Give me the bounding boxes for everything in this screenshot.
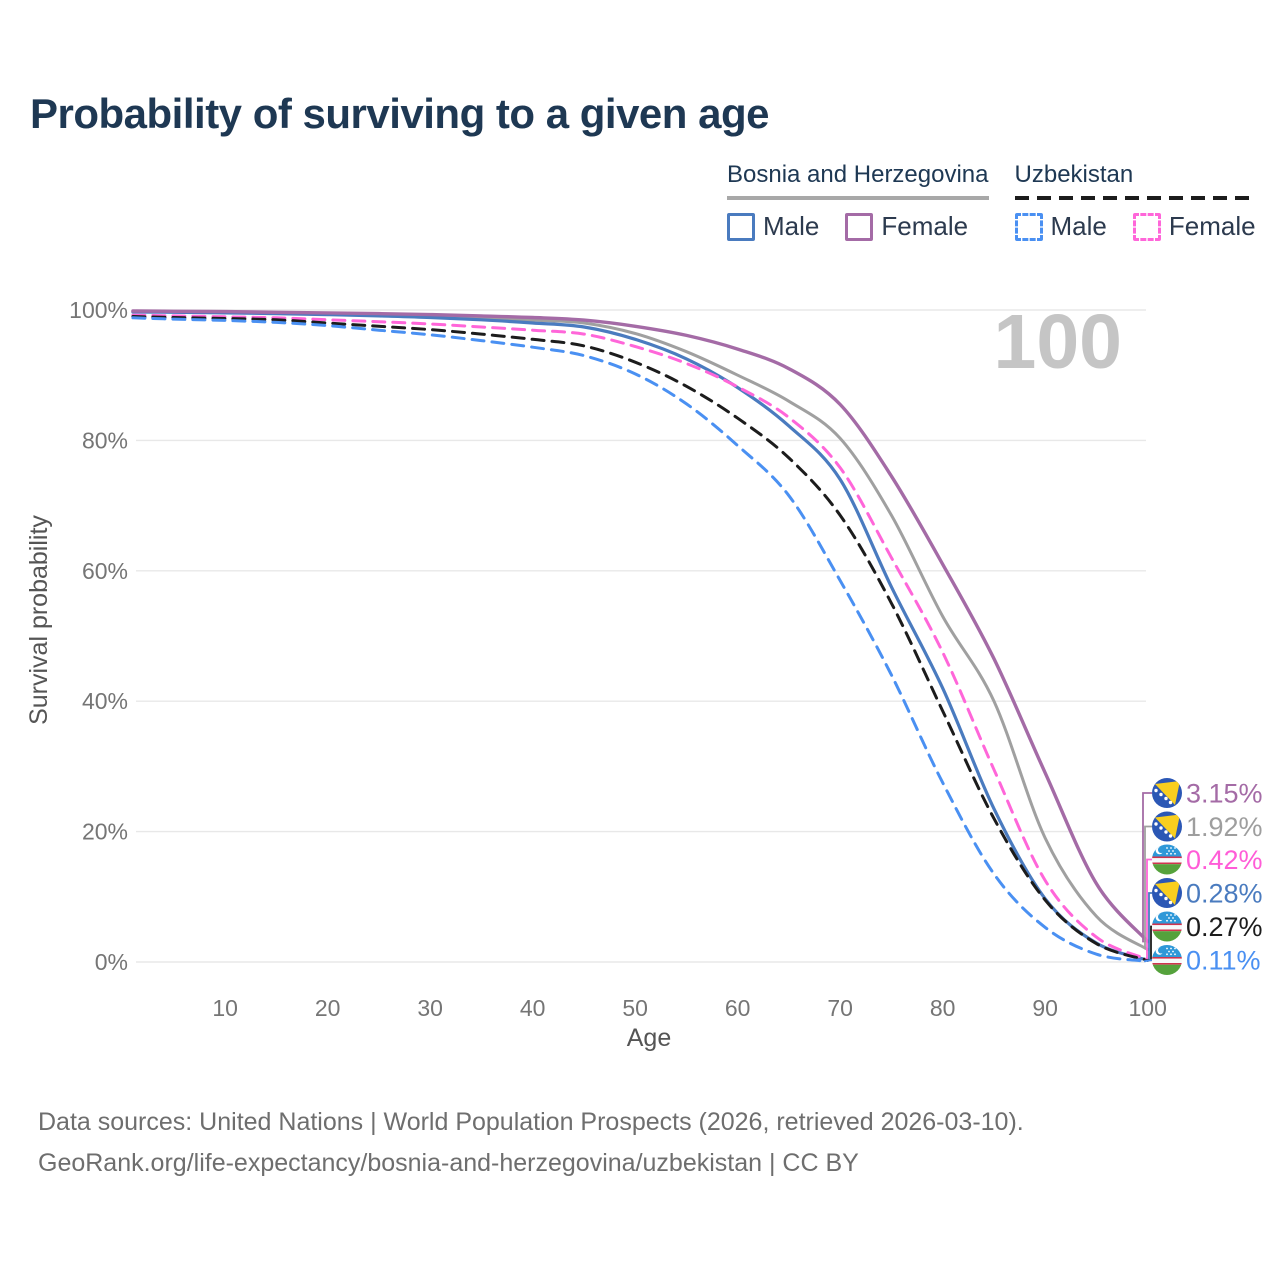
page-title: Probability of surviving to a given age	[30, 90, 769, 137]
legend-group-uzbekistan: Uzbekistan Male Female	[1014, 161, 1256, 242]
flag-icon-uz	[1152, 912, 1182, 942]
end-labels: 3.15%1.92%0.42% 0.28%0.27% 0.11%	[1142, 778, 1263, 976]
y-tick-label: 60%	[82, 558, 128, 584]
leader-line-ba-female	[1142, 792, 1152, 943]
y-tick-label: 40%	[82, 688, 128, 714]
curve-ba-male[interactable]	[131, 310, 1150, 962]
curve-uz-all[interactable]	[131, 315, 1150, 962]
curve-ba-female[interactable]	[131, 309, 1150, 944]
flag-icon-ba	[1152, 778, 1182, 808]
y-tick-label: 100%	[69, 297, 128, 323]
legend-label-male: Male	[1050, 211, 1107, 241]
x-axis-tick-labels: 10 20 30 40 50 60 70 80 90 100	[212, 995, 1166, 1021]
legend-item-bosnia-female[interactable]: Female	[845, 211, 968, 242]
legend-country-bosnia-label[interactable]: Bosnia and Herzegovina	[727, 161, 989, 188]
legend-swatch-uzbekistan-female	[1132, 212, 1161, 241]
x-axis-title: Age	[627, 1024, 671, 1052]
x-tick-label: 100	[1129, 995, 1167, 1021]
end-value-label-uz-female: 0.42%	[1186, 845, 1263, 875]
footer-source-url[interactable]: GeoRank.org/life-expectancy/bosnia-and-h…	[38, 1149, 859, 1177]
footer-data-sources: Data sources: United Nations | World Pop…	[38, 1108, 1024, 1136]
flag-icon-uz	[1152, 945, 1182, 975]
flag-icon-ba	[1152, 812, 1182, 842]
legend-swatch-bosnia-female	[845, 212, 874, 241]
curve-ba-all[interactable]	[131, 310, 1150, 951]
legend-swatch-bosnia-male	[727, 212, 755, 241]
end-value-label-ba-female: 3.15%	[1186, 779, 1263, 809]
legend-line-sample-dashed	[1014, 196, 1256, 200]
curve-uz-female[interactable]	[131, 313, 1150, 961]
x-tick-label: 70	[827, 995, 853, 1021]
legend-swatch-uzbekistan-male	[1014, 212, 1043, 241]
flag-icon-ba	[1152, 878, 1182, 908]
y-tick-label: 20%	[82, 819, 128, 845]
footer: Data sources: United Nations | World Pop…	[38, 1102, 1024, 1184]
legend-item-bosnia-male[interactable]: Male	[727, 211, 819, 242]
x-tick-label: 50	[622, 995, 648, 1021]
legend-country-uzbekistan-label[interactable]: Uzbekistan	[1014, 161, 1134, 188]
legend-item-uzbekistan-female[interactable]: Female	[1132, 211, 1256, 242]
age-watermark: 100	[994, 299, 1122, 385]
legend-label-female: Female	[881, 211, 969, 241]
end-value-label-ba-male: 0.28%	[1186, 879, 1263, 909]
y-tick-label: 0%	[95, 949, 128, 975]
x-tick-label: 60	[725, 995, 751, 1021]
end-value-label-uz-male: 0.11%	[1186, 946, 1261, 976]
x-tick-label: 40	[520, 995, 546, 1021]
y-axis-tick-labels: 0% 20% 40% 60% 80% 100%	[69, 297, 128, 975]
leader-line-ba-all	[1144, 825, 1152, 950]
legend-label-female: Female	[1168, 211, 1256, 241]
end-value-label-ba-all: 1.92%	[1186, 812, 1263, 842]
x-tick-label: 90	[1032, 995, 1058, 1021]
end-value-label-uz-all: 0.27%	[1186, 912, 1263, 942]
x-tick-label: 80	[930, 995, 956, 1021]
y-tick-label: 80%	[82, 427, 128, 453]
x-tick-label: 20	[315, 995, 341, 1021]
curve-uz-male[interactable]	[131, 316, 1150, 963]
y-axis-title: Survival probability	[25, 515, 53, 725]
leader-line-uz-male	[1143, 959, 1153, 963]
legend: Bosnia and Herzegovina Male Female Uzbek…	[727, 161, 1256, 242]
curves	[131, 309, 1150, 963]
gridlines	[136, 309, 1146, 963]
legend-group-bosnia-and-herzegovina: Bosnia and Herzegovina Male Female	[727, 161, 989, 242]
legend-label-male: Male	[763, 211, 820, 241]
x-tick-label: 30	[417, 995, 443, 1021]
legend-item-uzbekistan-male[interactable]: Male	[1014, 211, 1107, 242]
x-tick-label: 10	[212, 995, 238, 1021]
flag-icon-uz	[1152, 845, 1182, 875]
legend-line-sample-solid	[727, 196, 989, 200]
